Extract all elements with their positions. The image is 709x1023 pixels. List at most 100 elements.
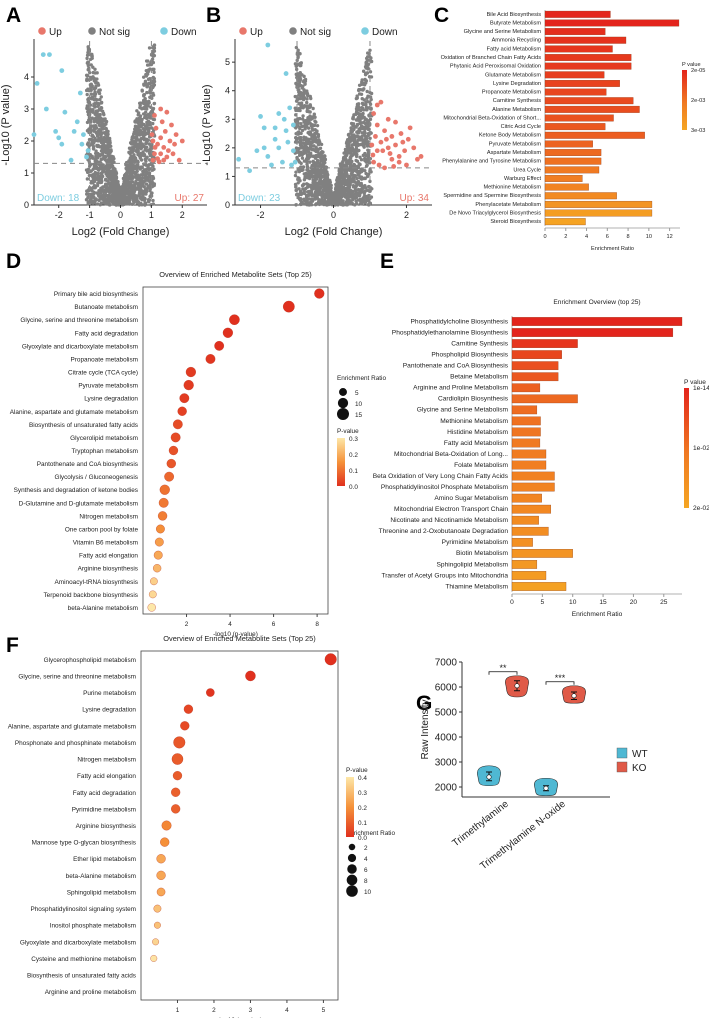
bar [511, 339, 578, 348]
not-sig-point [152, 79, 157, 84]
y-tick-label: 3 [24, 104, 29, 114]
not-sig-point [101, 169, 106, 174]
not-sig-point [85, 73, 89, 78]
x-tick-label: 8 [627, 234, 630, 240]
not-sig-point [323, 167, 328, 172]
not-sig-point [146, 185, 151, 189]
not-sig-point [360, 168, 365, 172]
not-sig-point [150, 126, 154, 130]
not-sig-point [141, 106, 145, 111]
bar [544, 80, 620, 87]
not-sig-point [100, 146, 104, 151]
not-sig-point [312, 169, 316, 174]
not-sig-point [100, 126, 104, 131]
legend-label: Down [171, 27, 197, 38]
not-sig-point [358, 118, 362, 123]
not-sig-point [345, 151, 349, 156]
not-sig-point [152, 83, 157, 87]
not-sig-point [316, 148, 320, 153]
not-sig-point [300, 124, 305, 129]
up-point [370, 152, 376, 158]
median-point [571, 693, 577, 699]
category-label: Amino Sugar Metabolism [434, 495, 508, 502]
up-point [387, 151, 393, 156]
not-sig-point [99, 189, 103, 193]
not-sig-point [305, 122, 310, 126]
color-legend-label: 0.0 [358, 835, 367, 842]
not-sig-point [357, 193, 361, 197]
not-sig-point [104, 119, 109, 124]
bar [511, 449, 547, 459]
not-sig-point [319, 186, 323, 190]
size-legend-dot [337, 397, 349, 409]
category-label: beta-Alanine metabolism [66, 873, 136, 880]
not-sig-point [142, 94, 146, 98]
not-sig-point [358, 112, 363, 117]
not-sig-point [334, 184, 339, 188]
not-sig-point [350, 129, 354, 133]
category-label: Cardiolipin Biosynthesis [438, 396, 509, 403]
dot [153, 904, 162, 913]
not-sig-point [337, 167, 342, 172]
not-sig-point [302, 88, 306, 92]
not-sig-point [129, 166, 134, 170]
y-axis-label: Raw Intensity [420, 699, 431, 759]
size-legend-label: 10 [364, 889, 372, 896]
not-sig-point [362, 194, 366, 199]
not-sig-point [96, 83, 101, 87]
not-sig-point [366, 202, 371, 207]
up-point [155, 156, 160, 162]
color-legend-label: 0.2 [358, 805, 367, 812]
bar [511, 416, 541, 426]
not-sig-point [294, 82, 299, 87]
category-label: Cysteine and methionine metabolism [31, 956, 136, 963]
bar [544, 200, 653, 208]
down-point [287, 105, 293, 111]
not-sig-point [93, 105, 97, 109]
not-sig-point [357, 83, 362, 87]
not-sig-point [93, 127, 97, 131]
not-sig-point [366, 152, 371, 157]
color-legend-label: 0.0 [349, 484, 358, 491]
not-sig-point [325, 173, 330, 177]
bar [544, 19, 680, 27]
not-sig-point [104, 193, 108, 197]
not-sig-point [341, 189, 345, 193]
not-sig-point [346, 133, 351, 137]
category-label: Propanoate Metabolism [482, 90, 541, 96]
up-point [382, 128, 387, 134]
bar [544, 105, 640, 113]
bar [511, 372, 559, 382]
not-sig-point [151, 49, 156, 53]
bar [511, 361, 559, 371]
not-sig-point [359, 158, 364, 162]
down-point [31, 132, 37, 138]
not-sig-point [301, 187, 305, 191]
down-point [68, 157, 74, 163]
category-label: Phosphatidylinositol Phosphate Metabolis… [381, 484, 509, 491]
bar [511, 582, 567, 591]
category-label: Histidine Metabolism [447, 429, 508, 436]
not-sig-point [139, 145, 143, 149]
not-sig-point [107, 144, 111, 148]
legend-dot-up [239, 27, 247, 35]
down-point [59, 141, 65, 147]
not-sig-point [354, 199, 358, 203]
volcano-plot-b: -2 0 2 0 1 2 3 4 5 Down: 23 Up: 34 Log2 (Fold Chang… [201, 27, 432, 238]
not-sig-point [341, 178, 345, 182]
category-label: Arginine and proline metabolism [45, 989, 136, 996]
not-sig-point [140, 117, 144, 122]
up-point [371, 111, 377, 116]
not-sig-point [359, 106, 364, 110]
not-sig-point [330, 201, 334, 205]
not-sig-point [91, 145, 96, 149]
not-sig-point [102, 188, 107, 193]
color-legend-title: P-value [337, 428, 359, 435]
up-point [402, 148, 408, 154]
not-sig-point [361, 141, 365, 145]
not-sig-point [106, 169, 111, 173]
size-legend-dot [337, 408, 349, 420]
x-tick-label: 0 [331, 210, 336, 220]
down-point [283, 71, 289, 76]
not-sig-point [121, 188, 125, 192]
